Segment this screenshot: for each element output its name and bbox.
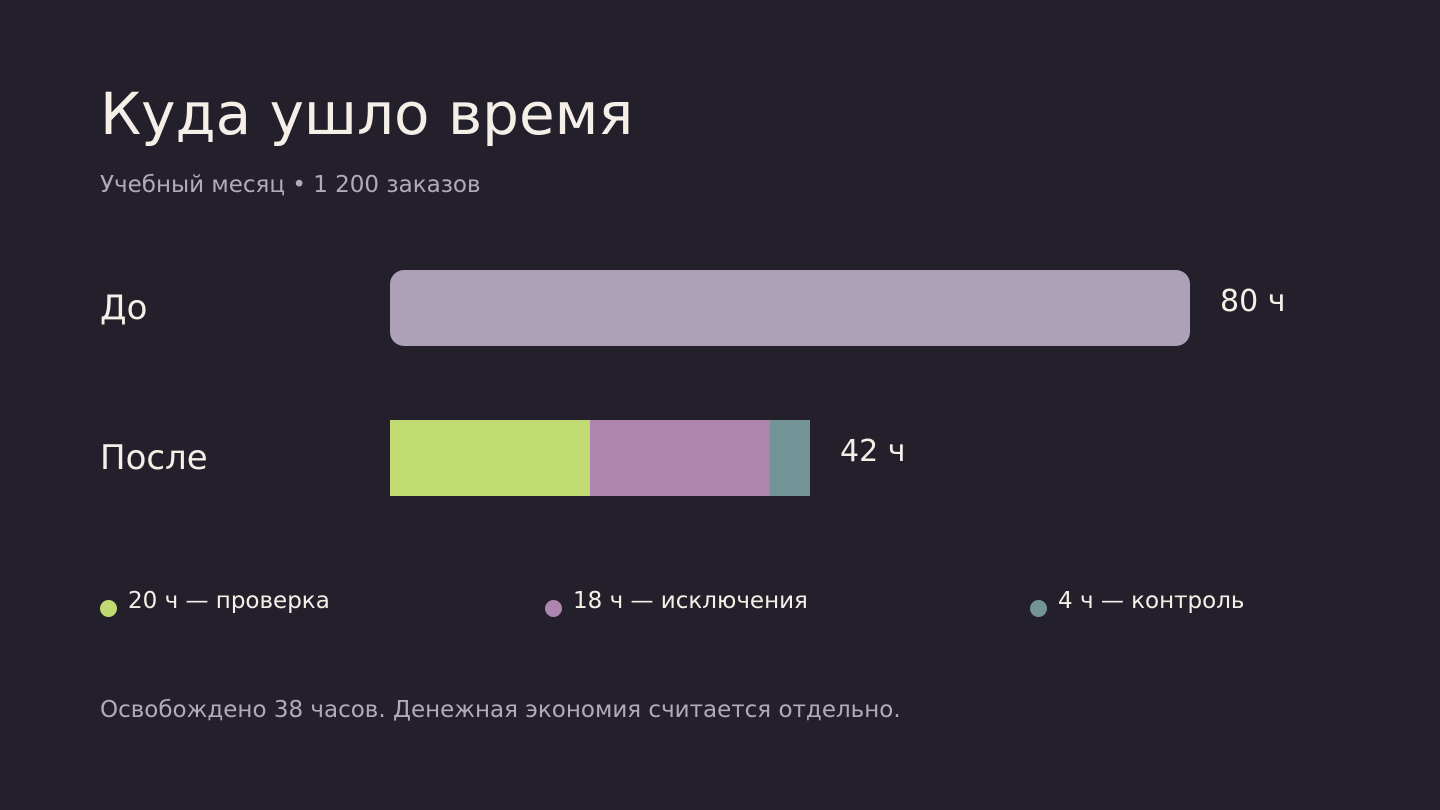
data-label-before-total: 80 ч [1220,284,1286,319]
data-label-after-total: 42 ч [840,434,906,469]
bar-segment-проверка [390,420,590,496]
bar-before [390,270,1190,346]
legend-label: 18 ч — исключения [573,588,808,614]
chart-subtitle: Учебный месяц • 1 200 заказов [100,172,481,198]
legend-dot-icon [100,600,117,617]
bar-segment-контроль [770,420,810,496]
legend-label: 20 ч — проверка [128,588,330,614]
legend-label: 4 ч — контроль [1058,588,1245,614]
bar-segment [390,270,1190,346]
bar-after [390,420,810,496]
category-label-after: После [100,438,208,478]
category-label-before: До [100,288,148,328]
legend-dot-icon [545,600,562,617]
chart-title: Куда ушло время [100,80,634,148]
legend-dot-icon [1030,600,1047,617]
bar-segment-исключения [590,420,770,496]
legend: 20 ч — проверка 18 ч — исключения 4 ч — … [0,588,1440,628]
footnote: Освобождено 38 часов. Денежная экономия … [100,697,901,723]
